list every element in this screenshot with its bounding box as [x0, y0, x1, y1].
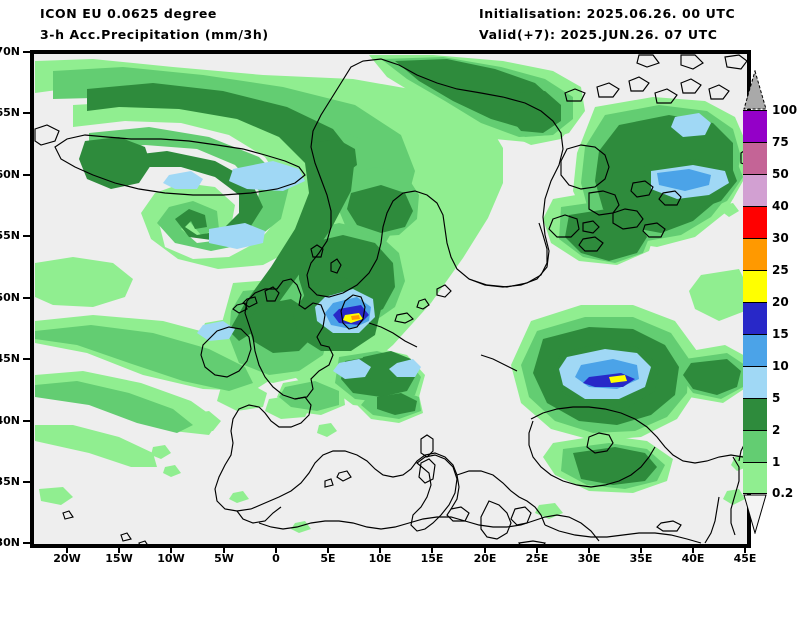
ytick-label-65n: 65N [0, 106, 20, 119]
model-title: ICON EU 0.0625 degree [40, 6, 217, 21]
colorbar-band-15-20 [743, 302, 767, 334]
colorbar-band-50-75 [743, 142, 767, 174]
colorbar-label-2: 2 [772, 423, 781, 437]
colorbar-separator [743, 142, 767, 143]
colorbar-label-30: 30 [772, 231, 789, 245]
xtick-label-0: 0 [272, 552, 280, 565]
xtick-label-20e: 20E [473, 552, 497, 565]
ytick-45n [23, 358, 31, 360]
colorbar-label-1: 1 [772, 455, 781, 469]
xtick-label-15w: 15W [105, 552, 133, 565]
colorbar-band-10-15 [743, 334, 767, 366]
colorbar-band-75-100 [743, 110, 767, 142]
xtick-20w [66, 545, 68, 553]
map-plot-area [30, 50, 751, 548]
colorbar-band-30-40 [743, 206, 767, 238]
xtick-15w [118, 545, 120, 553]
precipitation-field [33, 53, 748, 545]
colorbar-separator [743, 174, 767, 175]
ytick-label-50n: 50N [0, 291, 20, 304]
colorbar-under-arrow [743, 494, 767, 534]
xtick-label-5e: 5E [320, 552, 336, 565]
ytick-55n [23, 235, 31, 237]
xtick-label-30e: 30E [577, 552, 601, 565]
colorbar-label-25: 25 [772, 263, 789, 277]
xtick-45e [744, 545, 746, 553]
xtick-35e [640, 545, 642, 553]
colorbar-band-20-25 [743, 270, 767, 302]
colorbar-separator [743, 398, 767, 399]
ytick-label-70n: 70N [0, 45, 20, 58]
initialisation-time: Initialisation: 2025.06.26. 00 UTC [479, 6, 736, 21]
colorbar-separator [743, 462, 767, 463]
xtick-5w [223, 545, 225, 553]
xtick-label-20w: 20W [53, 552, 81, 565]
xtick-0 [275, 545, 277, 553]
colorbar-separator [743, 430, 767, 431]
colorbar-band-25-30 [743, 238, 767, 270]
map-canvas [33, 53, 748, 545]
xtick-5e [327, 545, 329, 553]
ytick-label-30n: 30N [0, 536, 20, 549]
ytick-50n [23, 297, 31, 299]
colorbar-label-75: 75 [772, 135, 789, 149]
colorbar-band-1-2 [743, 430, 767, 462]
ytick-40n [23, 420, 31, 422]
colorbar-separator [743, 206, 767, 207]
xtick-10w [170, 545, 172, 553]
colorbar-label-100: 100 [772, 103, 798, 117]
xtick-label-45e: 45E [733, 552, 757, 565]
colorbar-separator [743, 270, 767, 271]
ytick-label-55n: 55N [0, 229, 20, 242]
colorbar-separator [743, 366, 767, 367]
colorbar-label-20: 20 [772, 295, 789, 309]
colorbar-label-5: 5 [772, 391, 781, 405]
colorbar-over-arrow [743, 70, 767, 110]
ytick-70n [23, 51, 31, 53]
colorbar-separator [743, 302, 767, 303]
valid-time: Valid(+7): 2025.JUN.26. 07 UTC [479, 27, 718, 42]
ytick-label-40n: 40N [0, 414, 20, 427]
colorbar-label-50: 50 [772, 167, 789, 181]
xtick-25e [536, 545, 538, 553]
xtick-label-10e: 10E [368, 552, 392, 565]
colorbar-band-40-50 [743, 174, 767, 206]
ytick-label-35n: 35N [0, 475, 20, 488]
ytick-label-60n: 60N [0, 168, 20, 181]
colorbar: 100 75 50 40 30 25 20 15 10 5 2 1 0.2 [743, 70, 797, 534]
xtick-20e [484, 545, 486, 553]
colorbar-separator [743, 493, 767, 494]
ytick-60n [23, 174, 31, 176]
colorbar-label-40: 40 [772, 199, 789, 213]
ytick-label-45n: 45N [0, 352, 20, 365]
colorbar-separator [743, 238, 767, 239]
xtick-label-40e: 40E [681, 552, 705, 565]
colorbar-label-0p2: 0.2 [772, 486, 794, 500]
ytick-35n [23, 481, 31, 483]
field-title: 3-h Acc.Precipitation (mm/3h) [40, 27, 269, 42]
xtick-label-35e: 35E [629, 552, 653, 565]
xtick-label-25e: 25E [525, 552, 549, 565]
ytick-30n [23, 542, 31, 544]
colorbar-band-2-5 [743, 398, 767, 430]
xtick-40e [692, 545, 694, 553]
ytick-65n [23, 112, 31, 114]
colorbar-label-10: 10 [772, 359, 789, 373]
colorbar-separator [743, 110, 767, 111]
xtick-30e [588, 545, 590, 553]
colorbar-label-15: 15 [772, 327, 789, 341]
colorbar-band-0p2-1 [743, 462, 767, 494]
xtick-15e [431, 545, 433, 553]
colorbar-band-5-10 [743, 366, 767, 398]
coastlines [34, 54, 748, 545]
xtick-label-15e: 15E [420, 552, 444, 565]
precip-band-25-30 [351, 315, 360, 320]
xtick-label-10w: 10W [157, 552, 185, 565]
colorbar-separator [743, 334, 767, 335]
xtick-label-5w: 5W [214, 552, 234, 565]
xtick-10e [379, 545, 381, 553]
